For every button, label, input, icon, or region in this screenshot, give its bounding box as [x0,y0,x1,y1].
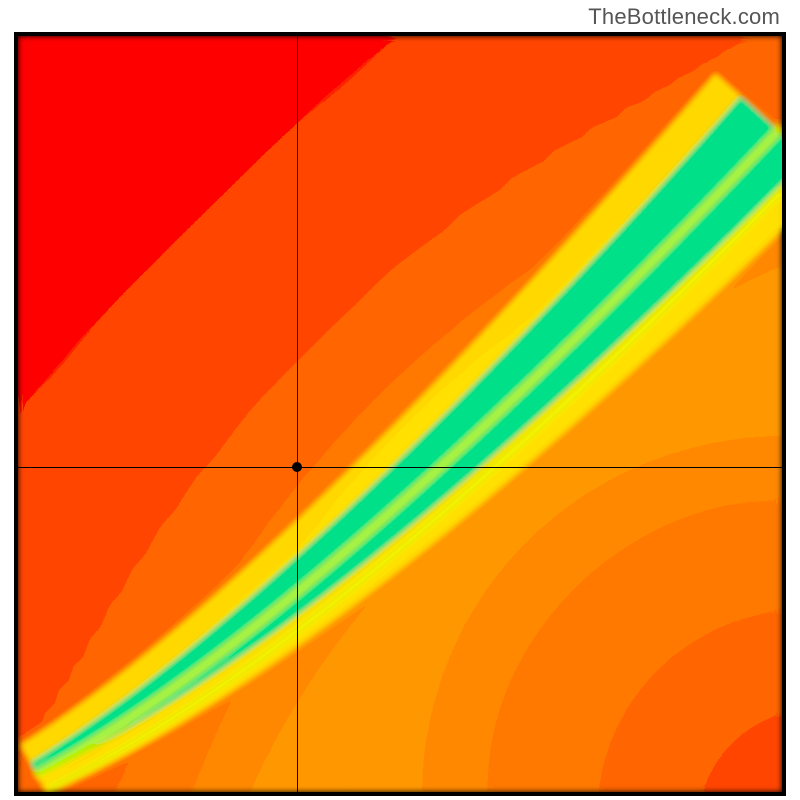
heatmap-canvas [18,36,782,792]
attribution-label: TheBottleneck.com [588,4,780,30]
crosshair-horizontal [18,467,782,468]
chart-container: TheBottleneck.com [0,0,800,800]
crosshair-marker [292,462,302,472]
plot-inner [18,36,782,792]
plot-frame [14,32,786,796]
crosshair-vertical [297,36,298,792]
